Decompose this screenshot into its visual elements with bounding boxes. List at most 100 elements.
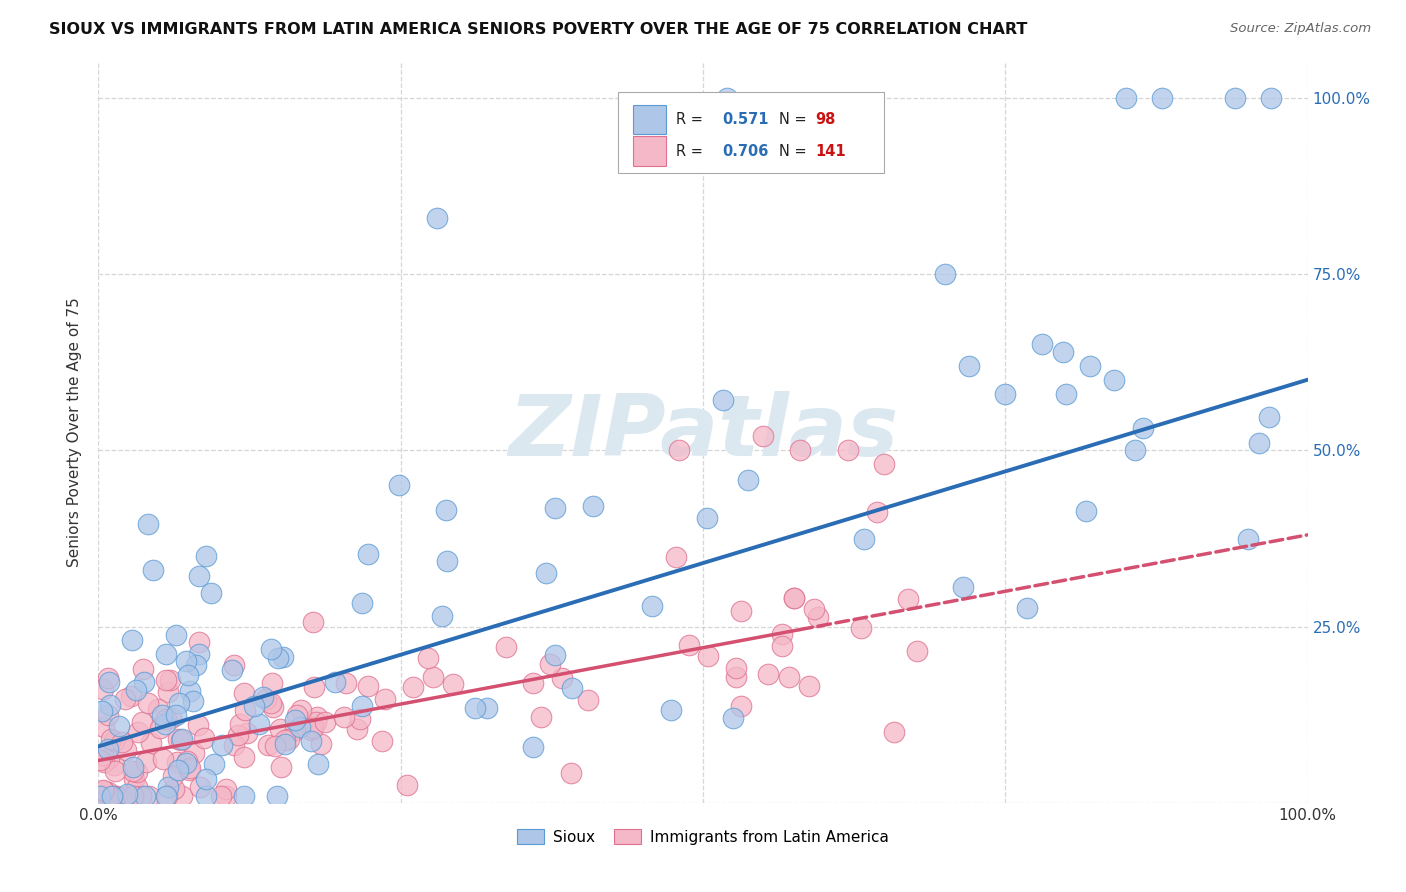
- Point: [181, 694, 204, 708]
- Point: [352, 698, 374, 713]
- Point: [157, 684, 180, 698]
- Point: [724, 661, 747, 675]
- Point: [165, 707, 187, 722]
- Text: 0.571: 0.571: [723, 112, 769, 127]
- Point: [194, 549, 217, 564]
- Point: [696, 511, 718, 525]
- Point: [905, 644, 928, 658]
- Point: [957, 359, 980, 373]
- Point: [1031, 337, 1053, 351]
- Point: [475, 701, 498, 715]
- Point: [233, 750, 256, 764]
- Point: [335, 675, 357, 690]
- Point: [309, 737, 332, 751]
- Point: [262, 676, 284, 690]
- Point: [209, 789, 232, 803]
- Point: [853, 533, 876, 547]
- Point: [167, 763, 190, 777]
- Point: [522, 739, 544, 754]
- Point: [274, 732, 297, 747]
- Text: 0.706: 0.706: [723, 144, 769, 159]
- Point: [194, 789, 217, 803]
- Point: [226, 728, 249, 742]
- Point: [274, 737, 297, 751]
- Point: [114, 692, 136, 706]
- Point: [127, 724, 149, 739]
- Point: [153, 717, 176, 731]
- Point: [152, 752, 174, 766]
- Point: [350, 595, 373, 609]
- Point: [97, 707, 120, 722]
- Point: [125, 789, 148, 803]
- Point: [165, 627, 187, 641]
- Point: [783, 591, 806, 605]
- Point: [495, 640, 517, 655]
- Point: [1132, 421, 1154, 435]
- Text: R =: R =: [676, 112, 707, 127]
- Point: [752, 429, 775, 443]
- Text: N =: N =: [779, 112, 811, 127]
- Point: [100, 732, 122, 747]
- Point: [150, 708, 173, 723]
- Point: [131, 714, 153, 729]
- Point: [162, 769, 184, 783]
- Point: [952, 580, 974, 594]
- Point: [170, 732, 193, 747]
- Point: [770, 639, 793, 653]
- Point: [98, 789, 121, 803]
- Point: [132, 662, 155, 676]
- FancyBboxPatch shape: [633, 136, 665, 166]
- Point: [270, 760, 292, 774]
- Point: [124, 772, 146, 786]
- Point: [866, 505, 889, 519]
- Point: [323, 674, 346, 689]
- Point: [236, 726, 259, 740]
- Point: [179, 760, 201, 774]
- Point: [136, 696, 159, 710]
- Point: [356, 679, 378, 693]
- Point: [91, 747, 114, 762]
- Point: [441, 677, 464, 691]
- Point: [176, 667, 198, 681]
- Point: [193, 731, 215, 745]
- Point: [155, 673, 177, 687]
- Point: [994, 387, 1017, 401]
- Point: [725, 670, 748, 684]
- Point: [254, 692, 277, 706]
- Point: [668, 443, 690, 458]
- Point: [121, 689, 143, 703]
- Point: [211, 738, 233, 752]
- Point: [155, 648, 177, 662]
- Point: [257, 738, 280, 752]
- Point: [93, 755, 115, 769]
- Point: [176, 754, 198, 768]
- Point: [807, 610, 830, 624]
- Point: [260, 696, 283, 710]
- Point: [418, 651, 440, 665]
- Point: [163, 782, 186, 797]
- Point: [260, 641, 283, 656]
- Point: [464, 700, 486, 714]
- Point: [349, 712, 371, 726]
- Point: [269, 723, 291, 737]
- Point: [737, 473, 759, 487]
- Point: [167, 696, 190, 710]
- Point: [131, 789, 153, 803]
- Point: [247, 717, 270, 731]
- Point: [288, 720, 311, 734]
- Point: [436, 554, 458, 568]
- Point: [160, 711, 183, 725]
- Point: [93, 720, 115, 734]
- Point: [243, 699, 266, 714]
- Point: [215, 789, 238, 803]
- Point: [93, 789, 115, 803]
- Point: [789, 443, 811, 458]
- Text: R =: R =: [676, 144, 707, 159]
- Point: [290, 703, 312, 717]
- Point: [233, 703, 256, 717]
- Point: [285, 708, 308, 723]
- Point: [302, 721, 325, 735]
- Point: [873, 458, 896, 472]
- Point: [849, 621, 872, 635]
- Point: [103, 733, 125, 747]
